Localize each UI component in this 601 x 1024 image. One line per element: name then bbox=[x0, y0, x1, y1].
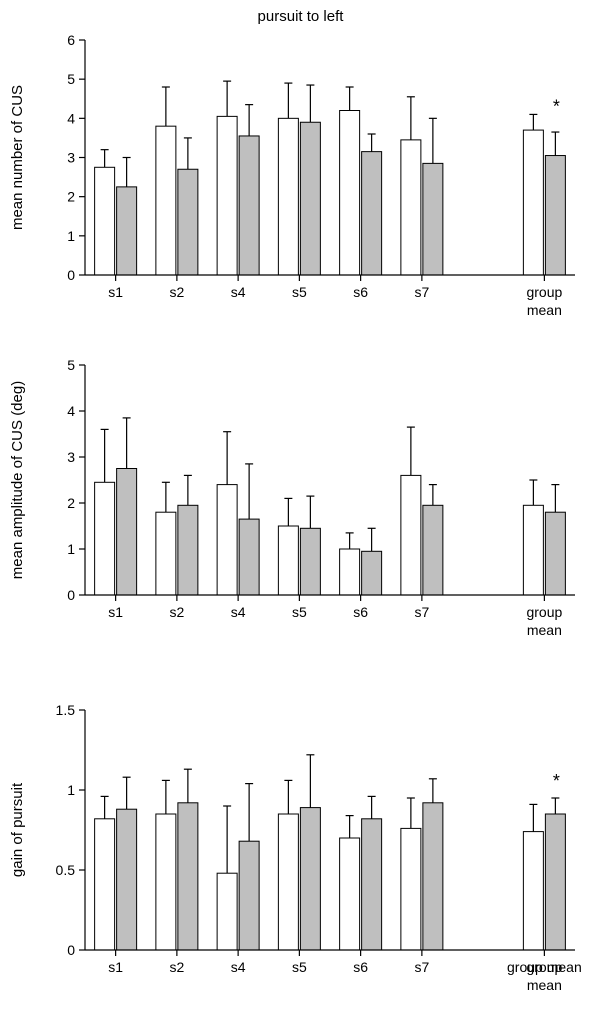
bar-white bbox=[217, 873, 237, 950]
bar-gray bbox=[423, 803, 443, 950]
svg-text:s6: s6 bbox=[353, 284, 368, 300]
bar-gray bbox=[117, 809, 137, 950]
bar-white bbox=[278, 814, 298, 950]
bar-white bbox=[217, 485, 237, 595]
svg-text:s1: s1 bbox=[108, 959, 123, 975]
svg-text:4: 4 bbox=[67, 110, 75, 126]
bar-white bbox=[95, 167, 115, 275]
svg-text:5: 5 bbox=[67, 357, 75, 373]
svg-text:s2: s2 bbox=[169, 604, 184, 620]
svg-text:0: 0 bbox=[67, 587, 75, 603]
svg-text:group: group bbox=[526, 284, 562, 300]
chart-cus-amplitude: 0 1 2 3 4 5 s1 s2 s4 s5 s6 s7 group mean mean amplitud… bbox=[0, 355, 601, 650]
bar-gray bbox=[362, 152, 382, 275]
svg-text:s1: s1 bbox=[108, 284, 123, 300]
svg-text:0: 0 bbox=[67, 267, 75, 283]
bar-white bbox=[340, 838, 360, 950]
svg-text:group: group bbox=[526, 604, 562, 620]
bar-white bbox=[523, 505, 543, 595]
svg-text:1.5: 1.5 bbox=[56, 702, 76, 718]
bar-white bbox=[217, 116, 237, 275]
bar-gray bbox=[178, 505, 198, 595]
svg-text:3: 3 bbox=[67, 449, 75, 465]
bar-gray bbox=[423, 163, 443, 275]
bar-gray bbox=[117, 469, 137, 596]
bar-gray bbox=[239, 136, 259, 275]
significance-star: * bbox=[553, 96, 560, 116]
svg-text:s4: s4 bbox=[231, 604, 246, 620]
bar-white bbox=[401, 140, 421, 275]
svg-text:0: 0 bbox=[67, 942, 75, 958]
svg-text:4: 4 bbox=[67, 403, 75, 419]
y-axis-label: gain of pursuit bbox=[9, 782, 26, 877]
chart-gain: 00.511.5s1s2s4s5s6s7group meangroupmean*… bbox=[0, 695, 601, 995]
bar-gray bbox=[178, 803, 198, 950]
svg-text:s6: s6 bbox=[353, 604, 368, 620]
bar-white bbox=[523, 832, 543, 950]
y-axis-label: mean number of CUS bbox=[9, 85, 26, 230]
svg-text:s7: s7 bbox=[414, 959, 429, 975]
bar-white bbox=[278, 118, 298, 275]
bar-gray bbox=[362, 819, 382, 950]
page-title: pursuit to left bbox=[0, 8, 601, 25]
chart-cus-number: 0 1 2 3 4 5 6 s1 s2 s4 s5 s6 s7 group mean * mean number… bbox=[0, 30, 601, 330]
bar-white bbox=[95, 482, 115, 595]
bar-gray bbox=[545, 814, 565, 950]
svg-text:s6: s6 bbox=[353, 959, 368, 975]
svg-text:s5: s5 bbox=[292, 959, 307, 975]
bar-gray bbox=[117, 187, 137, 275]
svg-text:s4: s4 bbox=[231, 284, 246, 300]
bar-gray bbox=[545, 156, 565, 275]
svg-text:3: 3 bbox=[67, 150, 75, 166]
bar-white bbox=[278, 526, 298, 595]
svg-text:mean: mean bbox=[527, 622, 562, 638]
bar-white bbox=[401, 475, 421, 595]
svg-text:s1: s1 bbox=[108, 604, 123, 620]
bar-white bbox=[95, 819, 115, 950]
bar-gray bbox=[545, 512, 565, 595]
svg-text:1: 1 bbox=[67, 228, 75, 244]
bar-white bbox=[523, 130, 543, 275]
svg-text:s7: s7 bbox=[414, 284, 429, 300]
svg-text:group: group bbox=[526, 959, 562, 975]
bar-white bbox=[156, 126, 176, 275]
significance-star: * bbox=[553, 771, 560, 791]
svg-text:6: 6 bbox=[67, 32, 75, 48]
svg-text:mean: mean bbox=[527, 302, 562, 318]
bar-gray bbox=[300, 122, 320, 275]
bar-white bbox=[401, 828, 421, 950]
svg-text:2: 2 bbox=[67, 189, 75, 205]
svg-text:5: 5 bbox=[67, 71, 75, 87]
bar-white bbox=[340, 549, 360, 595]
bar-white bbox=[156, 814, 176, 950]
svg-text:mean: mean bbox=[527, 977, 562, 993]
bar-gray bbox=[239, 841, 259, 950]
svg-text:s4: s4 bbox=[231, 959, 246, 975]
svg-text:1: 1 bbox=[67, 782, 75, 798]
bar-gray bbox=[239, 519, 259, 595]
svg-text:s5: s5 bbox=[292, 284, 307, 300]
bar-gray bbox=[300, 528, 320, 595]
bar-gray bbox=[423, 505, 443, 595]
bar-white bbox=[156, 512, 176, 595]
svg-text:1: 1 bbox=[67, 541, 75, 557]
svg-text:0.5: 0.5 bbox=[56, 862, 76, 878]
bar-gray bbox=[362, 551, 382, 595]
y-axis-label: mean amplitude of CUS (deg) bbox=[9, 381, 26, 579]
svg-text:s7: s7 bbox=[414, 604, 429, 620]
svg-text:s2: s2 bbox=[169, 284, 184, 300]
bar-gray bbox=[178, 169, 198, 275]
svg-text:s5: s5 bbox=[292, 604, 307, 620]
bar-white bbox=[340, 111, 360, 276]
bar-gray bbox=[300, 808, 320, 950]
svg-text:s2: s2 bbox=[169, 959, 184, 975]
svg-text:2: 2 bbox=[67, 495, 75, 511]
